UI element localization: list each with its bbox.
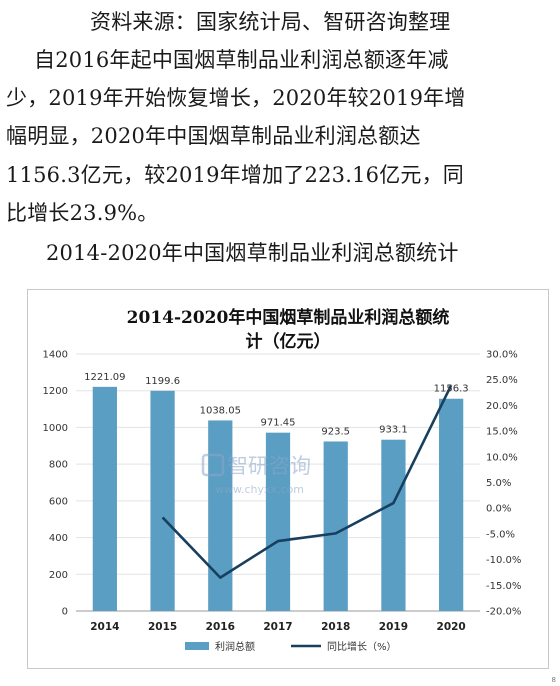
paragraph-line-5: 比增长23.9%。 bbox=[6, 201, 159, 225]
right-axis-tick: 30.0% bbox=[486, 350, 518, 361]
bar bbox=[150, 390, 175, 611]
left-axis-tick: 800 bbox=[49, 460, 68, 471]
legend-swatch-bar bbox=[185, 642, 209, 650]
category-axis-ticks: 2014 2015 2016 2017 2018 2019 2020 bbox=[90, 621, 466, 633]
legend-label-line: 同比增长（%） bbox=[327, 640, 397, 653]
bar-value-label: 1156.3 bbox=[434, 384, 469, 395]
combo-chart: 2014-2020年中国烟草制品业利润总额统 计（亿元） 0 200 400 600 8… bbox=[43, 307, 522, 653]
paragraph-line-2: 少，2019年开始恢复增长，2020年较2019年增 bbox=[6, 86, 466, 110]
right-axis-tick: 0.0% bbox=[486, 504, 511, 515]
legend-label-bar: 利润总额 bbox=[215, 640, 255, 653]
page-number: 8 bbox=[551, 676, 556, 684]
watermark-url: www.chyxx.com bbox=[215, 483, 304, 496]
bar-value-label: 971.45 bbox=[261, 418, 296, 429]
left-axis-ticks: 0 200 400 600 800 1000 1200 1400 bbox=[43, 350, 68, 618]
chart-panel: 2014-2020年中国烟草制品业利润总额统 计（亿元） 0 200 400 600 8… bbox=[27, 289, 549, 669]
bar-value-label: 1221.09 bbox=[84, 372, 125, 383]
watermark-logo-icon bbox=[201, 453, 225, 477]
right-axis-ticks: -20.0% -15.0% -10.0% -5.0% 0.0% 5.0% 10.0% 15.0… bbox=[486, 350, 521, 618]
right-axis-tick: 5.0% bbox=[486, 478, 511, 489]
category-tick: 2019 bbox=[379, 621, 408, 633]
data-labels: 1221.09 1199.6 1038.05 971.45 923.5 933.1 1156… bbox=[84, 372, 468, 438]
left-axis-tick: 600 bbox=[49, 496, 68, 507]
right-axis-tick: -5.0% bbox=[486, 529, 515, 540]
watermark-brand: 智研咨询 bbox=[227, 454, 311, 478]
bar-value-label: 923.5 bbox=[321, 426, 350, 437]
chart-title-line-1: 2014-2020年中国烟草制品业利润总额统 bbox=[127, 307, 450, 328]
bar-value-label: 933.1 bbox=[379, 425, 408, 436]
category-tick: 2014 bbox=[90, 621, 119, 633]
left-axis-tick: 1200 bbox=[43, 386, 68, 397]
right-axis-tick: 20.0% bbox=[486, 401, 518, 412]
source-line: 资料来源：国家统计局、智研咨询整理 bbox=[90, 10, 451, 34]
left-axis-tick: 400 bbox=[49, 533, 68, 544]
right-axis-tick: -20.0% bbox=[486, 607, 521, 618]
category-tick: 2018 bbox=[321, 621, 350, 633]
paragraph-line-3: 幅明显，2020年中国烟草制品业利润总额达 bbox=[6, 124, 421, 148]
left-axis-tick: 200 bbox=[49, 570, 68, 581]
bar bbox=[92, 386, 117, 611]
bar bbox=[439, 398, 464, 611]
category-tick: 2015 bbox=[148, 621, 177, 633]
caption-line: 2014-2020年中国烟草制品业利润总额统计 bbox=[46, 241, 459, 265]
right-axis-tick: 10.0% bbox=[486, 452, 518, 463]
right-axis-tick: -15.0% bbox=[486, 581, 521, 592]
growth-line bbox=[161, 384, 453, 579]
left-axis-tick: 1000 bbox=[43, 423, 68, 434]
right-axis-tick: -10.0% bbox=[486, 555, 521, 566]
paragraph-line-4: 1156.3亿元，较2019年增加了223.16亿元，同 bbox=[6, 163, 465, 187]
category-tick: 2017 bbox=[263, 621, 292, 633]
legend: 利润总额 同比增长（%） bbox=[185, 640, 397, 653]
bar-value-label: 1038.05 bbox=[200, 405, 241, 416]
right-axis-tick: 15.0% bbox=[486, 427, 518, 438]
bar-series bbox=[92, 386, 464, 611]
category-tick: 2016 bbox=[206, 621, 235, 633]
bar bbox=[265, 432, 291, 611]
left-axis-tick: 0 bbox=[62, 607, 68, 618]
bar bbox=[323, 441, 348, 611]
bar-value-label: 1199.6 bbox=[145, 376, 180, 387]
chart-title-line-2: 计（亿元） bbox=[246, 331, 331, 352]
left-axis-tick: 1400 bbox=[43, 350, 68, 361]
category-tick: 2020 bbox=[437, 621, 466, 633]
watermark: 智研咨询 www.chyxx.com bbox=[201, 453, 311, 496]
bar bbox=[381, 439, 406, 611]
bar bbox=[208, 420, 233, 611]
right-axis-tick: 25.0% bbox=[486, 375, 518, 386]
paragraph-line-1: 自2016年起中国烟草制品业利润总额逐年减 bbox=[34, 48, 449, 72]
line-series bbox=[161, 384, 453, 579]
